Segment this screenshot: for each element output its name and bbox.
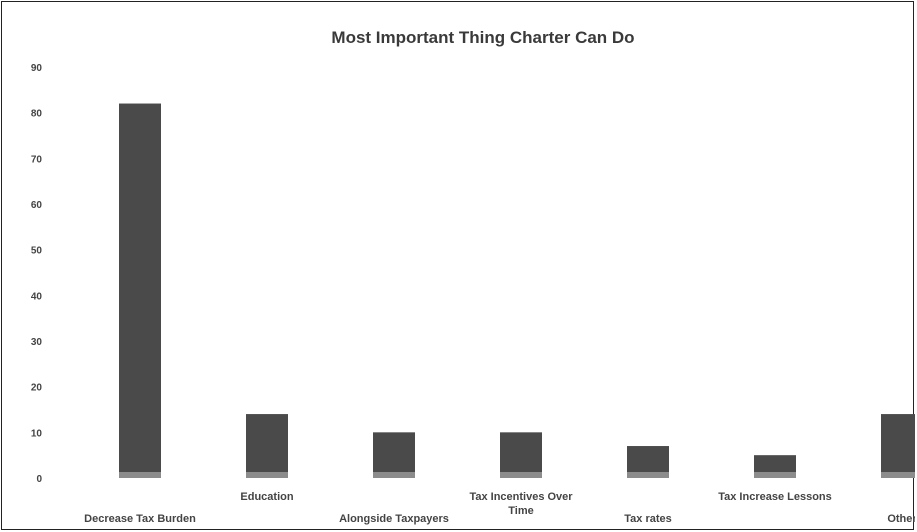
x-category-label: Tax Increase Lessons — [718, 491, 832, 503]
y-tick-label: 60 — [31, 200, 43, 211]
bar-base — [246, 472, 288, 478]
x-category-label: Decrease Tax Burden — [84, 513, 196, 525]
x-category-label: Education — [240, 491, 293, 503]
bar — [881, 414, 915, 478]
y-tick-label: 80 — [31, 109, 43, 120]
x-category-label: Other — [887, 513, 915, 525]
y-tick-label: 30 — [31, 337, 43, 348]
x-axis-labels: Decrease Tax Burden Education Alongside Ta… — [84, 491, 915, 525]
y-tick-label: 50 — [31, 246, 43, 257]
y-tick-label: 0 — [36, 474, 42, 485]
x-category-label: Tax Incentives Over Time — [469, 491, 573, 517]
bar — [500, 432, 542, 478]
x-category-label: Alongside Taxpayers — [339, 513, 449, 525]
y-axis: 0 10 20 30 40 50 60 70 80 90 — [31, 63, 43, 485]
y-tick-label: 10 — [31, 428, 43, 439]
bar-base — [754, 472, 796, 478]
bar-base — [373, 472, 415, 478]
bar — [119, 103, 161, 479]
bar-base — [119, 472, 161, 478]
bar — [246, 414, 288, 478]
bar-base — [627, 472, 669, 478]
bar-base — [500, 472, 542, 478]
y-tick-label: 70 — [31, 154, 43, 165]
bars — [119, 103, 915, 479]
x-category-label: Tax rates — [624, 513, 672, 525]
bar — [373, 432, 415, 478]
y-tick-label: 90 — [31, 63, 43, 74]
y-tick-label: 40 — [31, 291, 43, 302]
y-tick-label: 20 — [31, 383, 43, 394]
bar-base — [881, 472, 915, 478]
chart-title: Most Important Thing Charter Can Do — [331, 28, 634, 47]
